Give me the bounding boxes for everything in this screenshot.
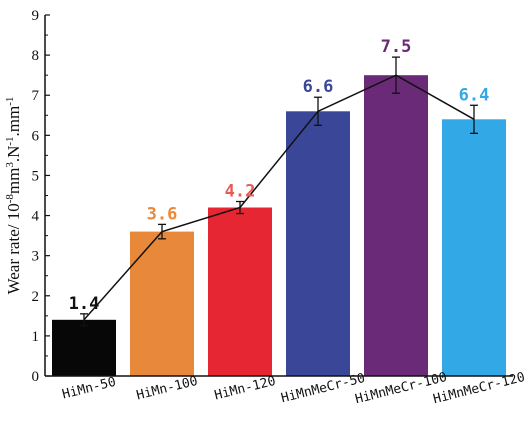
error-bars-layer (80, 56, 478, 327)
y-axis-label-part-3: 3 (4, 162, 16, 168)
bar-3 (286, 111, 350, 377)
error-bar-5 (470, 104, 478, 134)
bar-2 (208, 207, 272, 376)
trend-line-layer (83, 74, 475, 321)
value-label-3: 6.6 (303, 77, 334, 97)
value-label-2: 4.2 (225, 182, 256, 202)
y-tick-label-8: 8 (32, 48, 40, 64)
bar-0 (52, 319, 116, 376)
error-bar-2 (236, 200, 244, 215)
y-tick-label-2: 2 (32, 289, 40, 305)
bar-1 (130, 231, 194, 376)
error-bar-1 (158, 223, 166, 240)
error-bar-4 (392, 56, 400, 94)
y-axis-label-part-5: -1 (4, 136, 16, 145)
trend-line (83, 74, 475, 321)
y-axis-label-part-0: Wear rate/ 10 (4, 203, 23, 294)
error-bar-0 (80, 313, 88, 327)
y-axis-label-part-4: .N (4, 146, 23, 163)
y-tick-label-6: 6 (32, 128, 40, 144)
y-tick-label-4: 4 (32, 209, 40, 225)
y-tick-label-5: 5 (32, 168, 40, 184)
y-axis-label-part-6: .mm (4, 106, 23, 137)
y-axis-label-part-7: -1 (4, 97, 16, 106)
y-axis-label: Wear rate/ 10-8mm3.N-1.mm-1 (4, 97, 23, 295)
y-ticks-layer: 0 1 2 3 4 5 6 7 8 9 (32, 8, 50, 385)
value-label-4: 7.5 (381, 37, 412, 57)
y-tick-label-0: 0 (32, 369, 40, 385)
value-labels-layer: 1.4 3.6 4.2 6.6 7.5 6.4 (69, 37, 490, 314)
y-axis-label-part-1: -8 (4, 194, 16, 204)
y-axis-label-part-2: mm (4, 168, 23, 194)
error-bar-3 (314, 96, 322, 126)
bars-layer (52, 75, 506, 377)
y-axis-label-layer: Wear rate/ 10-8mm3.N-1.mm-1 (4, 97, 23, 295)
bar-4 (364, 75, 428, 376)
y-tick-label-3: 3 (32, 249, 40, 265)
y-tick-label-1: 1 (32, 329, 40, 345)
y-tick-label-7: 7 (32, 88, 40, 104)
value-label-1: 3.6 (147, 204, 178, 224)
value-label-0: 1.4 (69, 294, 100, 314)
bar-5 (442, 119, 506, 377)
y-tick-label-9: 9 (32, 8, 40, 24)
value-label-5: 6.4 (459, 85, 490, 105)
